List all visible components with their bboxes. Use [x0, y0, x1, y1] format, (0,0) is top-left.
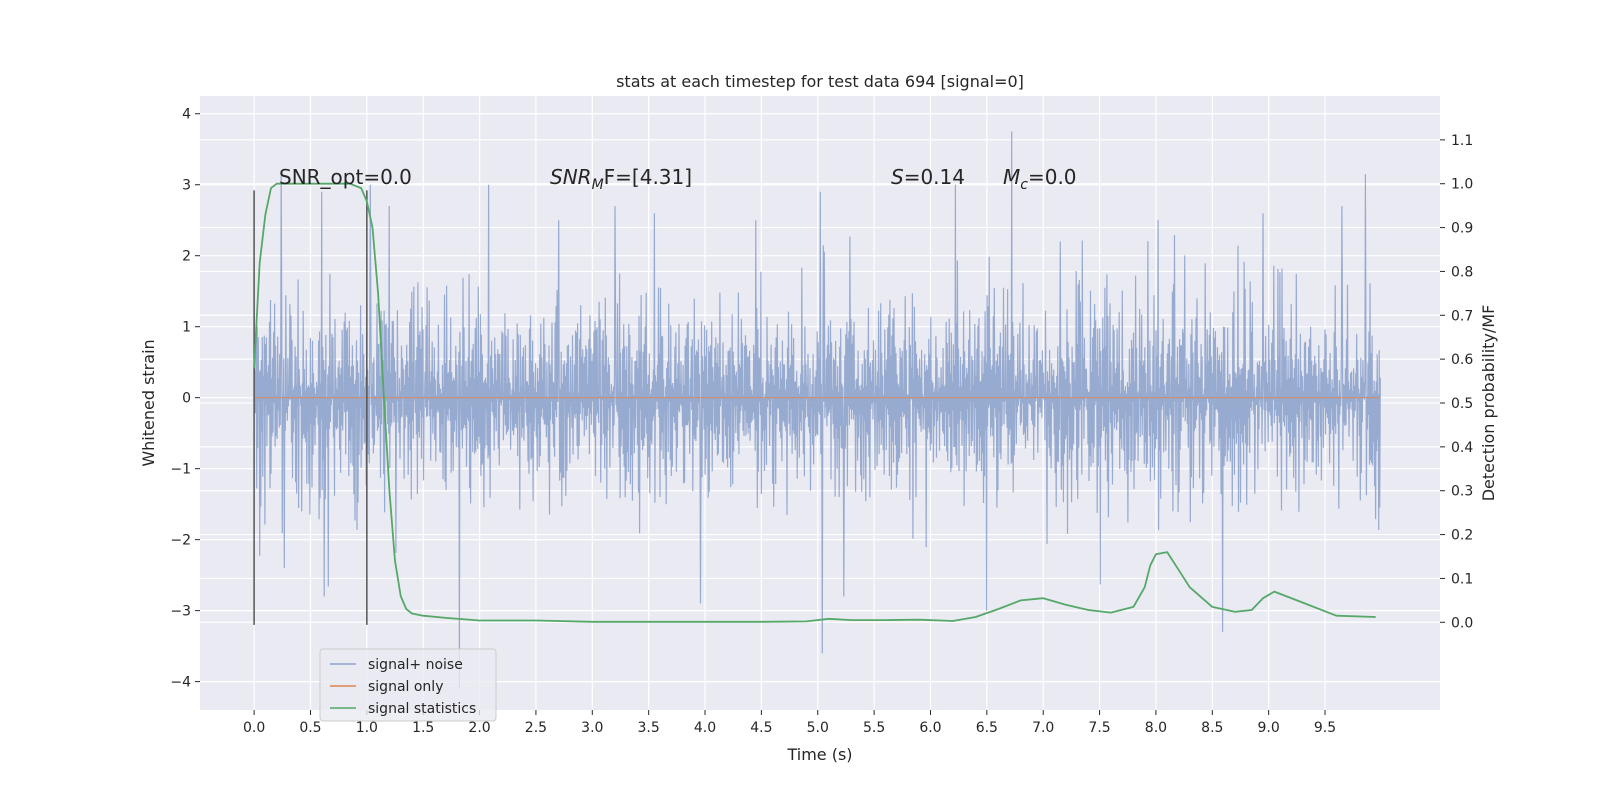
x-tick-label: 5.0: [807, 720, 829, 736]
x-tick-label: 4.0: [694, 720, 716, 736]
signal-statistics-line: [253, 182, 1376, 623]
x-tick-label: 6.5: [976, 720, 998, 736]
s-symbol: S: [891, 165, 904, 189]
y-tick-label: 4: [182, 107, 191, 123]
x-tick-label: 7.5: [1088, 720, 1110, 736]
snr-mf-symbol: SNR: [550, 165, 592, 189]
x-tick-label: 9.5: [1314, 720, 1336, 736]
y-right-tick-label: 0.6: [1451, 352, 1473, 368]
x-tick-label: 6.0: [919, 720, 941, 736]
s-value: =0.14: [904, 165, 965, 189]
y-right-tick-label: 0.3: [1451, 484, 1473, 500]
y-axis-label: Whitened strain: [139, 339, 158, 466]
chart-title: stats at each timestep for test data 694…: [616, 72, 1024, 91]
signal-noise-series: [253, 131, 1381, 689]
legend-label-signal-statistics: signal statistics: [368, 701, 476, 717]
mc-symbol: M: [1003, 165, 1020, 189]
x-tick-label: 3.0: [581, 720, 603, 736]
snr-mf-subscript: M: [592, 177, 604, 193]
signal-noise-line: [253, 131, 1381, 689]
y-tick-label: −3: [170, 604, 191, 620]
legend: signal+ noise signal only signal statist…: [319, 648, 497, 722]
y-right-tick-label: 1.0: [1451, 177, 1473, 193]
y-right-axis-ticks: 1.1 1.0 0.9 0.8 0.7 0.6 0.5 0.4 0.3 0.2 0.1 0.0: [1440, 133, 1473, 631]
y-tick-label: −2: [170, 533, 191, 549]
y-right-tick-label: 0.9: [1451, 221, 1473, 237]
y-tick-label: 3: [182, 178, 191, 194]
y-right-tick-label: 0.5: [1451, 396, 1473, 412]
x-tick-label: 3.5: [638, 720, 660, 736]
x-tick-label: 0.0: [243, 720, 265, 736]
y-right-tick-label: 0.7: [1451, 308, 1473, 324]
y-right-tick-label: 0.1: [1451, 571, 1473, 587]
x-tick-label: 8.0: [1145, 720, 1167, 736]
legend-box: [319, 648, 497, 722]
y-right-tick-label: 0.8: [1451, 264, 1473, 280]
y-tick-label: −4: [170, 675, 191, 691]
x-tick-label: 1.0: [356, 720, 378, 736]
y-right-tick-label: 0.2: [1451, 528, 1473, 544]
x-tick-label: 9.0: [1258, 720, 1280, 736]
legend-label-signal-noise: signal+ noise: [368, 657, 463, 673]
x-tick-label: 4.5: [750, 720, 772, 736]
y-right-tick-label: 0.4: [1451, 440, 1473, 456]
signal-statistics-series: [253, 182, 1376, 623]
y-tick-label: 0: [182, 391, 191, 407]
snr-opt-annotation: SNR_opt=0.0: [279, 165, 412, 189]
x-tick-label: 7.0: [1032, 720, 1054, 736]
mc-annotation: Mc=0.0: [1003, 165, 1077, 193]
y-right-tick-label: 0.0: [1451, 615, 1473, 631]
mc-value: =0.0: [1028, 165, 1077, 189]
mc-subscript: c: [1020, 177, 1028, 193]
x-tick-label: 2.0: [468, 720, 490, 736]
x-axis-label: Time (s): [786, 745, 852, 764]
x-tick-label: 5.5: [863, 720, 885, 736]
y-tick-label: −1: [170, 462, 191, 478]
legend-label-signal-only: signal only: [368, 679, 443, 695]
y-right-tick-label: 1.1: [1451, 133, 1473, 149]
x-tick-label: 2.5: [525, 720, 547, 736]
x-tick-label: 1.5: [412, 720, 434, 736]
x-tick-label: 8.5: [1201, 720, 1223, 736]
vertical-markers: [253, 190, 368, 625]
s-annotation: S=0.14: [891, 165, 965, 189]
snr-mf-annotation: SNRMF=[4.31]: [550, 165, 692, 193]
x-axis-ticks: 0.0 0.5 1.0 1.5 2.0 2.5 3.0 3.5 4.0 4.5 5.0 5.5 6.0 6…: [243, 710, 1336, 736]
y-tick-label: 1: [182, 320, 191, 336]
y-right-axis-label: Detection probability/MF: [1479, 305, 1498, 502]
snr-mf-value: F=[4.31]: [604, 165, 692, 189]
y-tick-label: 2: [182, 249, 191, 265]
y-axis-ticks: 4 3 2 1 0 −1 −2 −3 −4: [170, 107, 200, 691]
x-tick-label: 0.5: [299, 720, 321, 736]
